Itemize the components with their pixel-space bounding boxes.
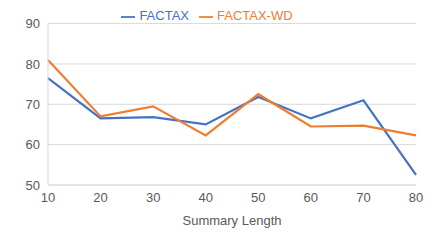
svg-text:50: 50 (251, 190, 265, 205)
svg-text:80: 80 (26, 57, 40, 72)
svg-text:50: 50 (26, 178, 40, 193)
svg-text:90: 90 (26, 16, 40, 31)
svg-text:70: 70 (356, 190, 370, 205)
svg-text:20: 20 (93, 190, 107, 205)
svg-text:Summary Length: Summary Length (183, 213, 282, 228)
html-text:FACTAX-WD: FACTAX-WD (217, 8, 293, 23)
svg-text:30: 30 (146, 190, 160, 205)
svg-text:10: 10 (41, 190, 55, 205)
svg-text:60: 60 (304, 190, 318, 205)
svg-text:80: 80 (409, 190, 423, 205)
svg-text:70: 70 (26, 97, 40, 112)
html-text:FACTAX: FACTAX (139, 8, 189, 23)
svg-text:40: 40 (198, 190, 212, 205)
svg-text:60: 60 (26, 137, 40, 152)
